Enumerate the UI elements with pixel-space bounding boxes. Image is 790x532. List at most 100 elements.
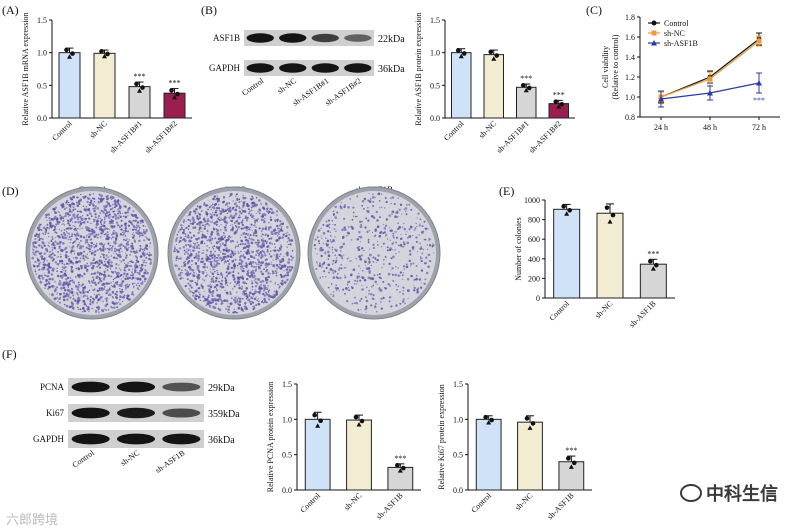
x-tick-label: Control [50, 119, 74, 143]
colony-dot [142, 230, 146, 234]
colony-dot [187, 243, 190, 246]
colony-dot [398, 208, 401, 211]
colony-dot [48, 277, 52, 281]
colony-dot [133, 287, 135, 289]
colony-dot [205, 204, 208, 207]
colony-dot [223, 211, 226, 213]
y-tick-label: 0.5 [430, 81, 440, 90]
colony-dot [50, 273, 54, 276]
colony-dot [242, 248, 244, 250]
colony-dot [88, 289, 91, 292]
colony-dot [194, 281, 197, 284]
colony-dot [366, 230, 369, 234]
colony-dot [243, 305, 245, 307]
colony-dot [37, 228, 40, 230]
colony-dot [412, 279, 415, 281]
colony-dot [95, 260, 99, 264]
colony-dot [415, 222, 417, 225]
colony-dot [380, 277, 382, 279]
colony-dot [424, 278, 427, 281]
colony-dot [200, 260, 203, 263]
colony-dot [50, 256, 52, 259]
colony-dot [54, 297, 57, 300]
blot-row-label: PCNA [40, 382, 65, 392]
colony-dot [71, 279, 74, 282]
colony-dot [335, 284, 337, 287]
colony-dot [361, 269, 364, 272]
colony-dot [380, 297, 383, 300]
colony-dot [252, 238, 255, 241]
colony-dot [412, 234, 414, 237]
colony-dot [143, 280, 146, 283]
colony-dot [215, 279, 218, 282]
colony-dot [330, 283, 333, 285]
colony-dot [214, 299, 217, 302]
colony-dot [105, 291, 108, 295]
colony-dot [313, 244, 316, 247]
colony-dot [122, 244, 125, 248]
colony-dot [231, 226, 234, 229]
colony-dot [385, 235, 387, 237]
colony-dot [262, 279, 265, 283]
colony-dot [110, 306, 113, 308]
colony-dot [101, 243, 104, 246]
colony-dot [202, 252, 204, 254]
colony-dot [248, 226, 250, 229]
colony-dot [270, 237, 273, 240]
data-point [556, 104, 562, 109]
colony-dot [251, 201, 255, 205]
dish-sh-asf1b: sh-ASF1B [307, 185, 441, 320]
colony-dot [412, 248, 415, 251]
colony-dot [315, 267, 318, 270]
colony-dot [56, 219, 58, 222]
colony-dot [51, 269, 54, 272]
colony-dot [68, 210, 71, 212]
data-point [564, 211, 570, 216]
colony-dot [176, 233, 179, 236]
colony-dot [197, 276, 200, 280]
colony-dot [105, 299, 108, 302]
colony-dot [265, 268, 269, 272]
colony-dot [100, 287, 104, 290]
colony-dot [220, 299, 224, 303]
colony-dot [334, 223, 336, 226]
colony-dot [382, 232, 385, 235]
colony-dot [248, 247, 250, 249]
colony-dot [193, 235, 195, 237]
colony-dot [411, 246, 415, 249]
colony-dot [245, 219, 249, 222]
colony-dot [226, 305, 229, 307]
colony-dot [72, 294, 75, 297]
colony-dot [134, 228, 137, 231]
colony-dot [60, 253, 62, 255]
colony-dot [110, 255, 113, 257]
colony-dot [56, 270, 59, 272]
colony-dot [115, 302, 118, 305]
colony-dot [356, 195, 359, 198]
colony-dot [229, 206, 231, 208]
colony-dot [384, 231, 386, 234]
colony-dot [119, 274, 122, 277]
colony-dot [228, 216, 231, 219]
colony-dot [274, 270, 277, 273]
colony-dot [408, 259, 412, 263]
colony-dot [36, 250, 39, 253]
colony-dot [210, 252, 212, 254]
colony-dot [279, 263, 281, 266]
colony-dot [233, 299, 236, 302]
colony-dot [218, 246, 221, 248]
y-tick-label: 1.5 [37, 16, 47, 25]
colony-dot [97, 233, 100, 236]
colony-dot [58, 242, 61, 244]
colony-dot [411, 275, 413, 278]
colony-dot [421, 225, 424, 228]
colony-dot [98, 276, 101, 279]
colony-dot [66, 292, 68, 294]
colony-dot [211, 256, 214, 259]
colony-dot [87, 265, 90, 267]
colony-dot [139, 255, 143, 258]
colony-dot [247, 297, 249, 299]
colony-dot [267, 293, 270, 297]
colony-dot [218, 298, 221, 301]
